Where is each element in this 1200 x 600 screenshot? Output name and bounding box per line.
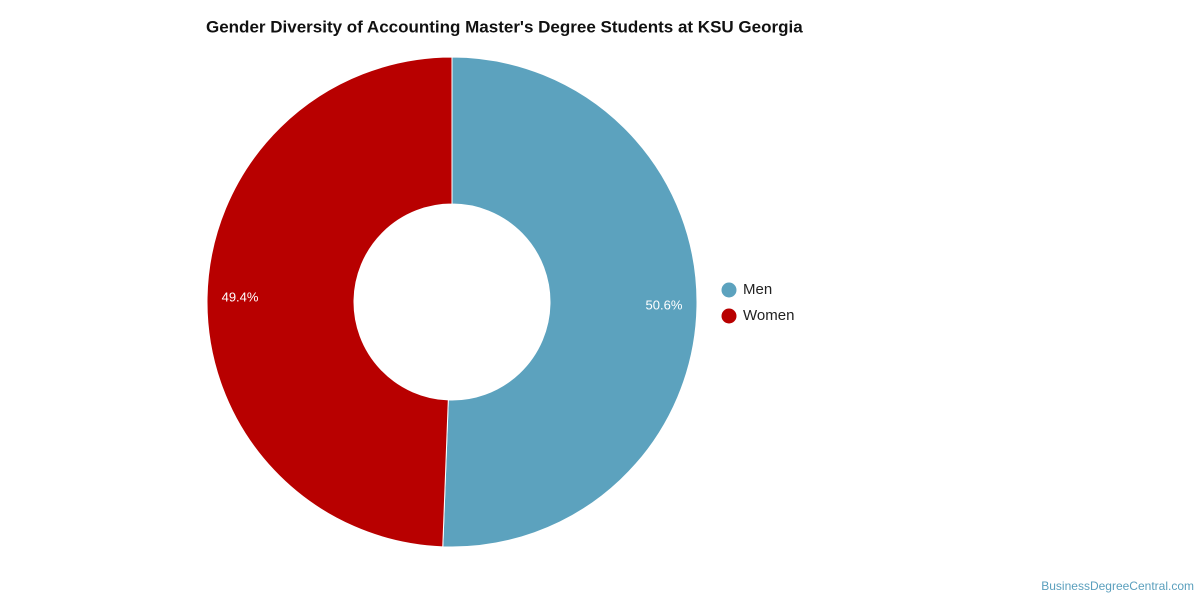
value-label: 50.6% (646, 297, 683, 312)
slice (442, 56, 698, 548)
slice (206, 56, 453, 548)
legend-label: Men (743, 281, 772, 298)
source-credit: BusinessDegreeCentral.com (1041, 579, 1194, 593)
legend-swatch (721, 282, 737, 298)
legend-swatch (721, 308, 737, 324)
value-label: 49.4% (222, 289, 259, 304)
legend-label: Women (743, 307, 794, 324)
chart-title: Gender Diversity of Accounting Master's … (206, 17, 803, 36)
